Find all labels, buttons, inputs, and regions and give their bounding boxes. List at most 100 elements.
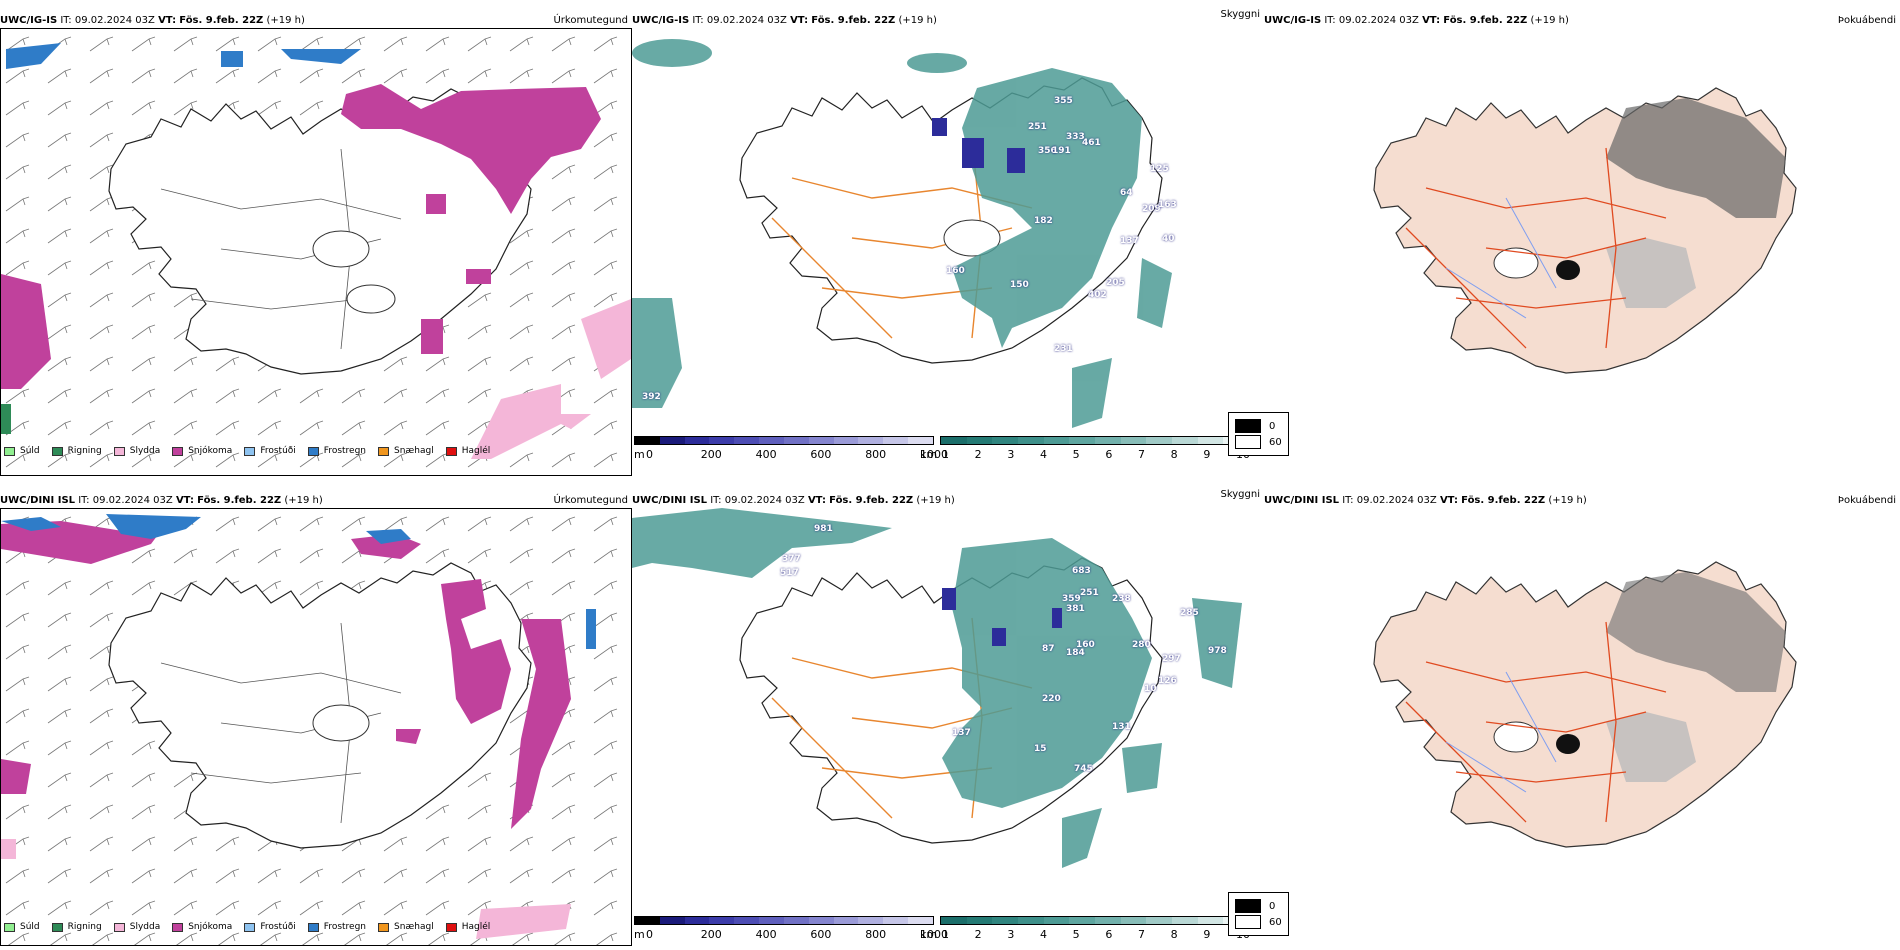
vt-label: VT: (1422, 15, 1441, 26)
panel-bottom-visibility: UWC/DINI ISL IT: 09.02.2024 03Z VT: Fös.… (632, 489, 1264, 946)
visibility-value-label: 131 (1112, 722, 1131, 732)
visibility-value-label: 280 (1132, 640, 1151, 650)
legend-label: 60 (1269, 916, 1282, 928)
scale-swatch (833, 917, 859, 924)
scale-swatch (1146, 917, 1173, 924)
scale-swatch (1095, 437, 1121, 444)
legend-label: Slydda (129, 922, 161, 932)
scale-tick: 800 (865, 448, 887, 461)
panel-title: Úrkomutegund (553, 495, 628, 506)
visibility-value-label: 160 (946, 266, 965, 276)
scale-tick: 0 (646, 928, 653, 941)
legend-swatch (4, 922, 15, 932)
visibility-value-label: 191 (1052, 146, 1071, 156)
visibility-value-label: 978 (1208, 646, 1227, 656)
fog-legend: 0 60 (1228, 412, 1289, 456)
legend-swatch (51, 922, 63, 932)
precip-map (1, 509, 631, 945)
it-label: IT: (710, 495, 722, 506)
scale-swatch (858, 917, 884, 924)
visibility-value-label: 184 (1066, 648, 1085, 658)
visibility-value-label: 285 (1180, 608, 1199, 618)
fog-map[interactable] (1264, 508, 1900, 908)
visibility-value-label: 381 (1066, 604, 1085, 614)
scale-tick: 6 (1105, 448, 1113, 461)
fog-legend-item: 60 (1235, 915, 1282, 929)
scale-swatch (941, 917, 967, 924)
vt-value: Fös. 9.feb. 22Z (179, 15, 264, 26)
visibility-value-label: 683 (1072, 566, 1091, 576)
legend-swatch (172, 922, 184, 932)
legend-swatch (51, 446, 63, 456)
scale-swatch (759, 437, 784, 444)
legend-swatch (1235, 419, 1261, 433)
precip-legend-item: Frostúði (244, 922, 296, 932)
precip-legend-item: Súld (4, 446, 40, 456)
ceiling-scale: m 0 200 400 600 800 1000 (634, 916, 948, 946)
legend-swatch (378, 922, 390, 932)
legend-label: Slydda (129, 446, 161, 456)
visibility-value-label: 377 (782, 554, 801, 564)
fog-map[interactable] (1264, 28, 1900, 428)
panel-header: UWC/DINI ISL IT: 09.02.2024 03Z VT: Fös.… (0, 494, 632, 508)
legend-swatch (244, 446, 256, 456)
panel-top-fog: UWC/IG-IS IT: 09.02.2024 03Z VT: Fös. 9.… (1228, 14, 1900, 464)
it-label: IT: (78, 495, 90, 506)
vt-value: Fös. 9.feb. 22Z (829, 495, 914, 506)
visibility-value-label: 209 (1142, 204, 1161, 214)
model-name: UWC/IG-IS (632, 15, 690, 26)
visibility-unit: km (920, 928, 938, 941)
visibility-value-label: 64 (1120, 188, 1133, 198)
it-value: 09.02.2024 03Z (1356, 495, 1437, 506)
scale-swatch (992, 917, 1019, 924)
fog-legend-item: 0 (1235, 899, 1282, 913)
scale-swatch (709, 917, 735, 924)
legend-label: Rigning (67, 922, 102, 932)
scale-tick: 3 (1007, 448, 1015, 461)
legend-swatch (244, 922, 256, 932)
scale-tick: 200 (700, 928, 722, 941)
scale-tick: 400 (755, 928, 777, 941)
map-frame[interactable] (0, 508, 632, 946)
scale-swatch (1197, 437, 1224, 444)
scale-tick: 1 (942, 448, 949, 461)
scale-swatch (635, 917, 660, 924)
panel-bottom-fog: UWC/DINI ISL IT: 09.02.2024 03Z VT: Fös.… (1228, 494, 1900, 944)
visibility-value-label: 981 (814, 524, 833, 534)
scale-swatch (1043, 917, 1070, 924)
model-name: UWC/IG-IS (1264, 15, 1322, 26)
visibility-value-label: 517 (780, 568, 799, 578)
visibility-value-label: 137 (1120, 236, 1139, 246)
fog-legend-item: 60 (1235, 435, 1282, 449)
precip-legend-item: Rigning (51, 922, 102, 932)
legend-swatch (378, 446, 390, 456)
scale-swatch (1146, 437, 1173, 444)
fog-legend-item: 0 (1235, 419, 1282, 433)
visibility-value-label: 137 (952, 728, 971, 738)
lead-time: (+19 h) (1530, 15, 1569, 26)
precip-legend-item: Frostregn (307, 446, 366, 456)
scale-swatch (1172, 437, 1198, 444)
panel-title: Skyggni (1220, 9, 1260, 20)
ceiling-scale: m 0 200 400 600 800 1000 (634, 436, 948, 466)
lead-time: (+19 h) (916, 495, 955, 506)
legend-label: Snjókoma (188, 446, 233, 456)
legend-label: Súld (20, 922, 40, 932)
legend-label: Frostúði (260, 922, 296, 932)
lead-time: (+19 h) (284, 495, 323, 506)
visibility-value-label: 150 (1010, 280, 1029, 290)
scale-swatch (1018, 437, 1044, 444)
visibility-map[interactable] (632, 28, 1264, 438)
vt-value: Fös. 9.feb. 22Z (1443, 15, 1528, 26)
visibility-value-label: 297 (1162, 654, 1181, 664)
ceiling-unit: m (634, 448, 645, 461)
panel-title: Þokuábendi (1837, 495, 1896, 506)
panel-header: UWC/DINI ISL IT: 09.02.2024 03Z VT: Fös.… (1264, 494, 1900, 508)
visibility-map[interactable] (632, 508, 1264, 908)
legend-swatch (4, 446, 15, 456)
visibility-scale: km 12345678910 (920, 916, 1250, 946)
visibility-labels: 355 251 333 356 191 461 125 64 209 163 137 40 160 150… (632, 28, 1264, 438)
map-frame[interactable] (0, 28, 632, 476)
panel-top-visibility: UWC/IG-IS IT: 09.02.2024 03Z VT: Fös. 9.… (632, 9, 1264, 466)
scale-tick: 1 (942, 928, 949, 941)
